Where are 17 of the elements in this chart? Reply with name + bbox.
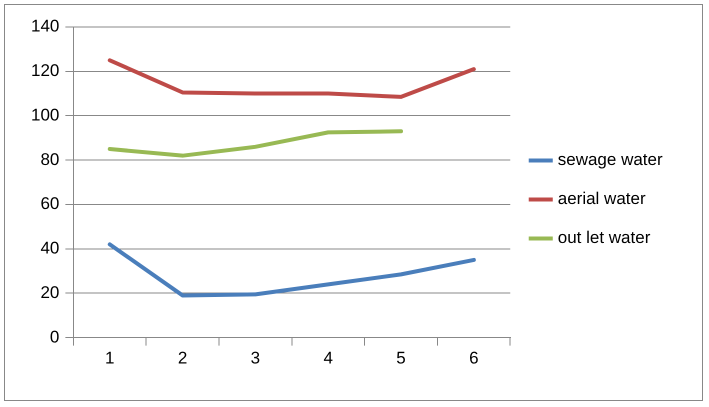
y-tick-label: 60 [40, 194, 60, 214]
y-tick-label: 0 [50, 327, 60, 346]
x-tick-label: 6 [469, 348, 479, 368]
legend-label: sewage water [558, 150, 663, 170]
y-tick-label: 140 [30, 16, 60, 36]
y-tick-label: 20 [40, 282, 60, 302]
legend-label: out let water [558, 228, 651, 248]
legend-label: aerial water [558, 189, 646, 208]
x-tick-label: 5 [396, 348, 406, 368]
x-tick-label: 3 [250, 348, 260, 368]
x-tick-label: 2 [178, 348, 188, 368]
y-tick-label: 120 [30, 61, 60, 80]
x-tick-label: 4 [323, 348, 333, 368]
y-tick-label: 80 [40, 150, 60, 169]
y-tick-label: 40 [40, 238, 60, 258]
x-tick-label: 1 [105, 348, 115, 368]
y-tick-label: 100 [30, 105, 60, 124]
